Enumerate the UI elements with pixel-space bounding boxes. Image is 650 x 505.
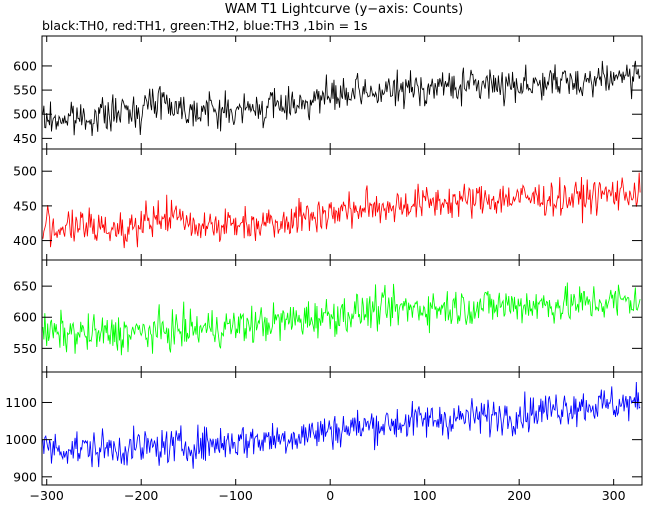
x-tick-label: 300	[602, 488, 626, 503]
y-tick-label: 900	[13, 469, 37, 484]
panel-frame	[41, 259, 643, 373]
y-tick-label: 500	[13, 107, 37, 122]
x-tick-label: −200	[124, 488, 158, 503]
panel-1: 400 450 500	[13, 148, 643, 261]
series-line-3	[42, 381, 641, 469]
y-tick-label: 650	[13, 279, 37, 294]
panel-0: 450 500 550 600	[13, 35, 643, 150]
panel-3: 900 1000 1100	[5, 371, 643, 486]
chart-title: WAM T1 Lightcurve (y−axis: Counts)	[225, 2, 463, 17]
x-tick-label: 100	[413, 488, 437, 503]
x-tick-label: −100	[219, 488, 253, 503]
series-line-2	[42, 282, 641, 356]
panel-2: 550 600 650	[13, 259, 643, 373]
x-tick-label: −300	[30, 488, 64, 503]
panel-frame	[41, 371, 643, 486]
y-tick-label: 1000	[5, 432, 37, 447]
series-line-1	[42, 172, 641, 249]
y-tick-label: 450	[13, 198, 37, 213]
y-tick-label: 450	[13, 131, 37, 146]
y-tick-label: 1100	[5, 395, 37, 410]
y-tick-label: 600	[13, 310, 37, 325]
panels-group: 450 500 550 600 400 450 500 550 600 650 900 1000 110…	[5, 35, 643, 486]
y-tick-label: 550	[13, 341, 37, 356]
series-line-0	[42, 60, 641, 137]
panel-frame	[41, 148, 643, 261]
x-tick-label: 0	[326, 488, 334, 503]
y-tick-label: 400	[13, 233, 37, 248]
x-axis: −300 −200 −100 0 100 200 300	[30, 488, 626, 503]
y-tick-label: 600	[13, 58, 37, 73]
x-tick-label: 200	[507, 488, 531, 503]
chart-subtitle: black:TH0, red:TH1, green:TH2, blue:TH3 …	[42, 18, 368, 33]
y-tick-label: 550	[13, 83, 37, 98]
y-tick-label: 500	[13, 164, 37, 179]
